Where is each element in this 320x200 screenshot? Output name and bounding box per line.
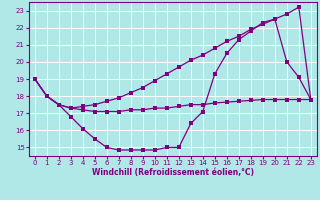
X-axis label: Windchill (Refroidissement éolien,°C): Windchill (Refroidissement éolien,°C) (92, 168, 254, 177)
